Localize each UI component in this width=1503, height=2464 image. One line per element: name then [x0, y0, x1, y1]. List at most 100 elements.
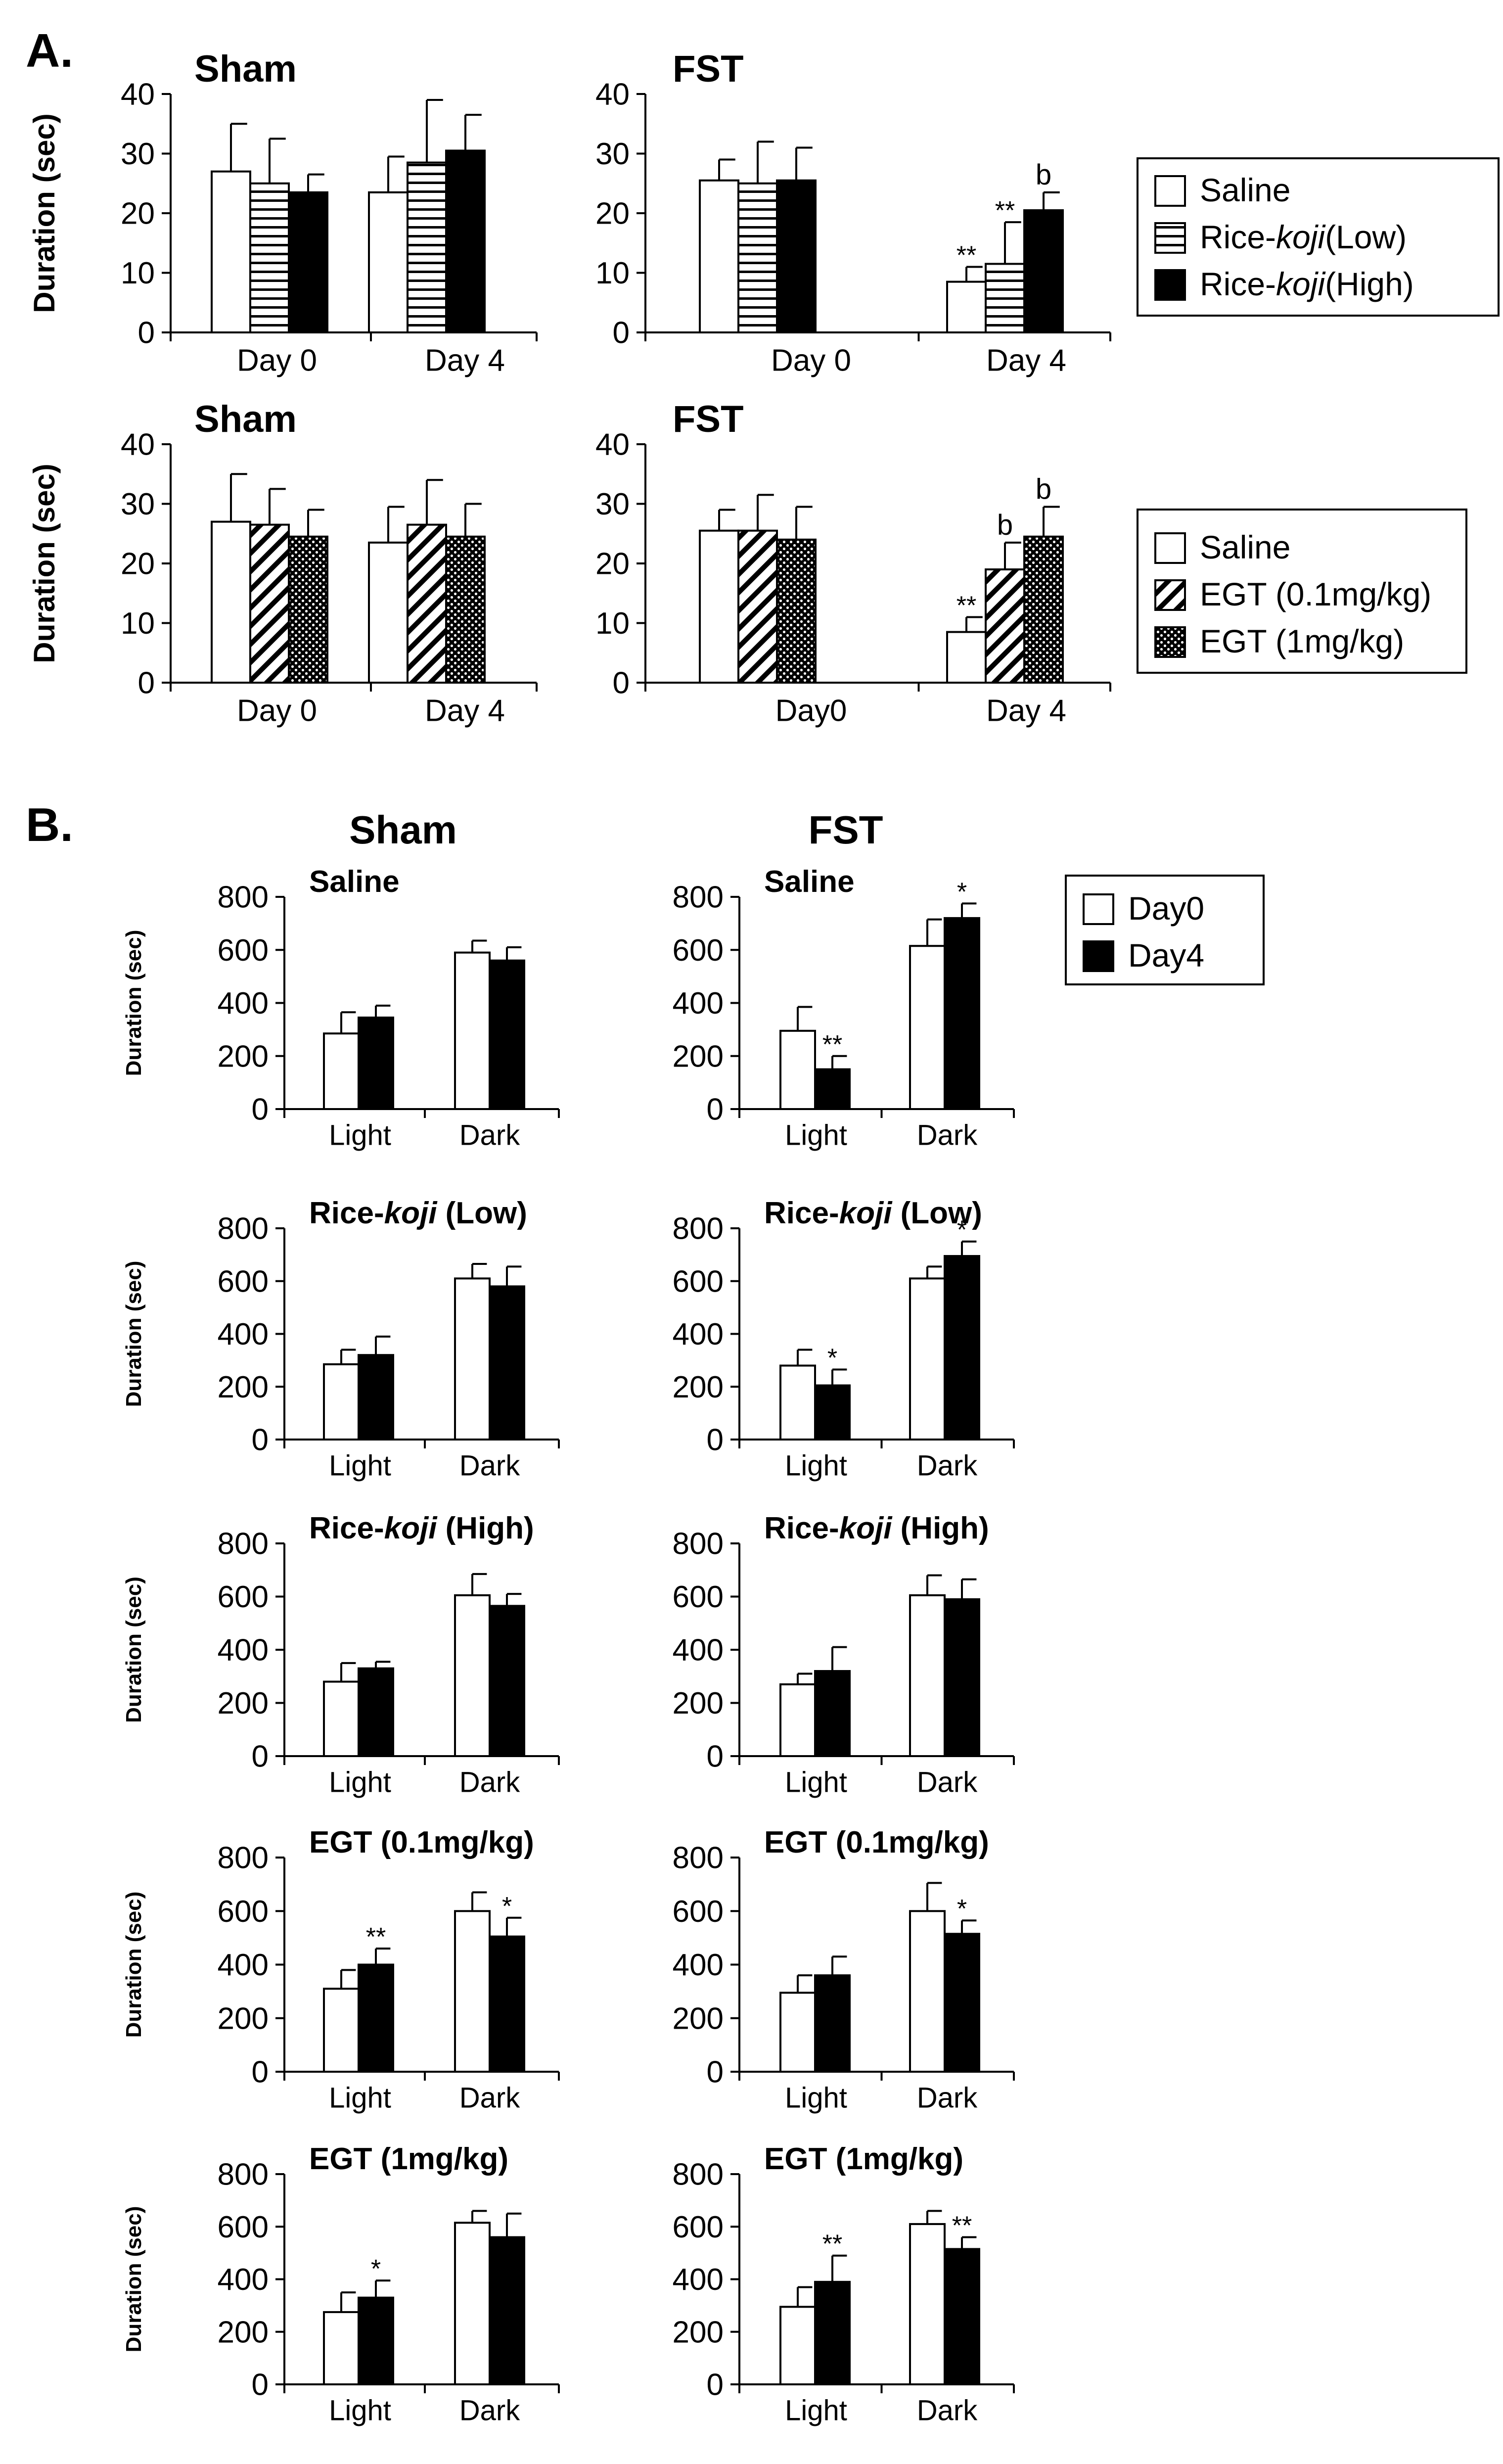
y-tick-label: 600	[673, 933, 724, 968]
bar-day4	[489, 1605, 525, 1757]
x-category-label: Dark	[917, 2082, 978, 2114]
x-category-label: Light	[329, 1450, 391, 1482]
bar-rice-koji-high-	[445, 149, 486, 333]
chart-title: Rice-koji (High)	[309, 1511, 534, 1545]
legend-swatch	[1154, 175, 1186, 207]
y-tick-label: 400	[218, 1317, 269, 1351]
x-category-label: Light	[329, 2395, 391, 2427]
significance-label: **	[956, 241, 976, 270]
y-tick-label: 800	[673, 2158, 724, 2192]
y-tick-label: 600	[218, 933, 269, 968]
bar-day0	[454, 2222, 491, 2385]
bar-rice-koji-high-	[776, 179, 817, 333]
legend-label: Rice-koji(Low)	[1200, 219, 1407, 255]
chart-title: Sham	[194, 48, 297, 90]
bar-day0	[779, 1029, 816, 1110]
bar-saline	[211, 520, 251, 684]
x-category-label: Dark	[459, 1119, 520, 1152]
bar-day4	[489, 959, 525, 1110]
y-tick-label: 400	[673, 1317, 724, 1351]
bar-saline	[946, 280, 987, 334]
y-tick-label: 0	[707, 2368, 724, 2402]
y-tick-label: 800	[218, 1212, 269, 1246]
y-axis-title: Duration (sec)	[28, 464, 61, 663]
x-category-label: Day 4	[425, 694, 505, 728]
bar-egt-1mg-kg-	[776, 538, 817, 684]
bar-rice-koji-low-	[985, 263, 1025, 333]
y-tick-label: 800	[673, 1841, 724, 1875]
y-tick-label: 30	[121, 137, 155, 171]
y-tick-label: 30	[595, 487, 630, 521]
panel-label-a: A.	[26, 24, 73, 77]
y-tick-label: 200	[673, 2001, 724, 2036]
legend-swatch	[1154, 532, 1186, 564]
y-tick-label: 0	[707, 2055, 724, 2090]
y-tick-label: 20	[595, 197, 630, 231]
x-category-label: Light	[785, 1450, 847, 1482]
legend-swatch	[1154, 269, 1186, 301]
y-tick-label: 200	[218, 2315, 269, 2349]
bar-egt-1mg-kg-	[445, 535, 486, 684]
y-tick-label: 400	[218, 1948, 269, 1982]
bar-day0	[323, 1363, 360, 1441]
bar-day0	[779, 1683, 816, 1757]
y-tick-label: 0	[613, 666, 630, 700]
bar-saline	[946, 631, 987, 684]
x-category-label: Dark	[459, 1767, 520, 1799]
x-category-label: Dark	[917, 1767, 978, 1799]
x-category-label: Dark	[917, 2395, 978, 2427]
chart-title: Sham	[194, 398, 297, 440]
legend-label: Day0	[1128, 890, 1204, 927]
y-tick-label: 30	[595, 137, 630, 171]
y-axis-title: Duration (sec)	[28, 113, 61, 313]
y-tick-label: 0	[707, 1740, 724, 1774]
y-tick-label: 800	[218, 2158, 269, 2192]
x-category-label: Dark	[459, 1450, 520, 1482]
bar-day4	[489, 2236, 525, 2385]
significance-label: *	[371, 2255, 381, 2283]
x-category-label: Day 4	[986, 344, 1066, 378]
y-tick-label: 600	[673, 1580, 724, 1614]
significance-label: **	[822, 1030, 842, 1059]
chart-A2-sham: 0 10 20 30 40 Day 0 Day 4 Sham Duration (sec)	[28, 398, 538, 728]
bar-day4	[489, 1935, 525, 2073]
y-tick-label: 200	[673, 1686, 724, 1720]
chart-title: Saline	[309, 865, 400, 899]
bar-day0	[323, 1032, 360, 1110]
y-tick-label: 200	[673, 2315, 724, 2349]
bar-day0	[909, 945, 946, 1111]
x-category-label: Light	[329, 2082, 391, 2114]
bar-day4	[944, 1933, 980, 2073]
y-tick-label: 400	[673, 1633, 724, 1668]
y-tick-label: 600	[218, 1895, 269, 1929]
bar-day0	[323, 1680, 360, 1757]
y-tick-label: 600	[673, 2210, 724, 2244]
legend-swatch	[1083, 940, 1114, 972]
y-tick-label: 800	[673, 1527, 724, 1561]
y-tick-label: 0	[252, 1093, 269, 1127]
bar-day4	[814, 1068, 851, 1110]
y-tick-label: 400	[218, 986, 269, 1021]
x-category-label: Light	[785, 1767, 847, 1799]
chart-B-fst-egt-1: 0 200 400 600 800 Light Dark ** ** EGT (1mg/kg)	[673, 2142, 1015, 2427]
x-category-label: Light	[785, 2082, 847, 2114]
x-category-label: Day 4	[425, 344, 505, 378]
x-category-label: Light	[329, 1767, 391, 1799]
y-tick-label: 40	[595, 428, 630, 462]
chart-title: Rice-koji (Low)	[764, 1196, 982, 1230]
y-axis-title: Duration (sec)	[122, 1577, 146, 1723]
bar-day4	[358, 1667, 394, 1757]
bar-day4	[944, 1598, 980, 1757]
significance-label: b	[997, 509, 1013, 541]
significance-label: **	[366, 1923, 386, 1952]
y-axis-title: Duration (sec)	[122, 1892, 146, 2038]
significance-label: **	[822, 2230, 842, 2259]
significance-label: **	[995, 196, 1015, 225]
y-tick-label: 400	[673, 2263, 724, 2297]
panel-label-b: B.	[26, 798, 73, 851]
bar-saline	[368, 191, 409, 333]
y-tick-label: 600	[673, 1264, 724, 1299]
bar-day0	[454, 1277, 491, 1441]
